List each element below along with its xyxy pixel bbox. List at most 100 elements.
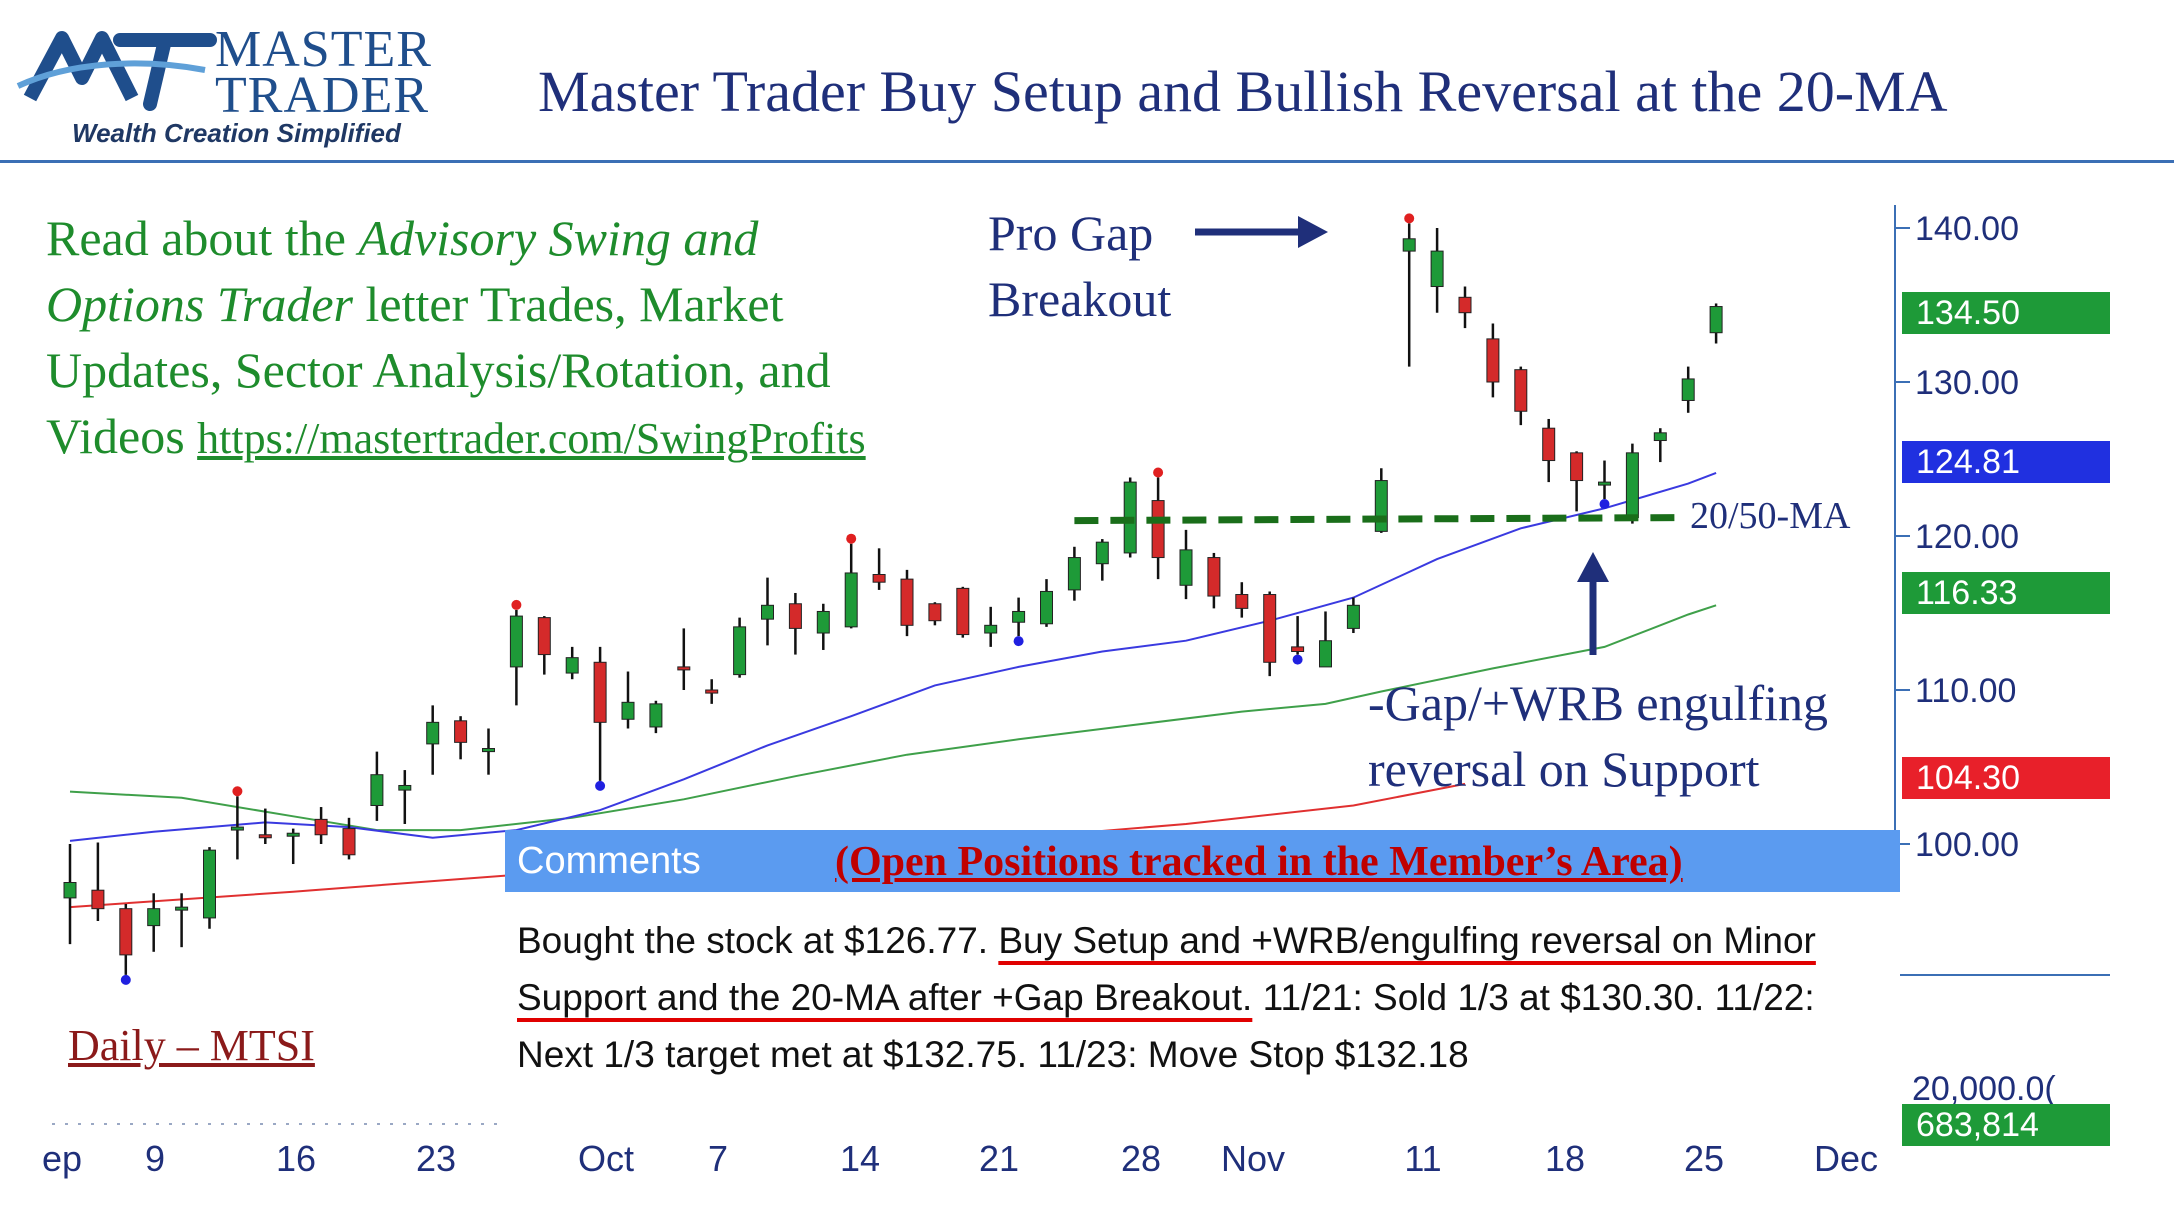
candle-body-up bbox=[63, 882, 77, 899]
swing-high-dot bbox=[1153, 467, 1164, 478]
comments-body: Bought the stock at $126.77. Buy Setup a… bbox=[517, 912, 1892, 1083]
candle bbox=[370, 751, 384, 821]
candle-body-up bbox=[984, 624, 998, 634]
candle bbox=[1179, 529, 1193, 600]
candle-body-up bbox=[1346, 604, 1360, 629]
candle bbox=[565, 646, 579, 680]
x-tick-label: Nov bbox=[1220, 1138, 1286, 1179]
candle bbox=[63, 844, 77, 945]
candle-body-down bbox=[258, 834, 272, 839]
candle-body-down bbox=[956, 587, 970, 636]
logo-mark bbox=[16, 31, 217, 111]
candle bbox=[1486, 323, 1500, 398]
swing-low-dot bbox=[595, 780, 606, 791]
candle bbox=[1709, 303, 1723, 344]
candle bbox=[175, 893, 189, 948]
comments-text-underlined: Buy Setup and +WRB/engulfing reversal on… bbox=[517, 920, 1816, 1018]
gap-line1: Pro Gap bbox=[988, 205, 1154, 261]
candle bbox=[928, 602, 942, 626]
candle bbox=[509, 609, 523, 706]
x-tick-label: 25 bbox=[1683, 1138, 1725, 1179]
y-tick-label: 120.00 bbox=[1915, 518, 2019, 556]
swing-high-dot bbox=[846, 533, 857, 544]
candle-body-down bbox=[1291, 646, 1305, 653]
reversal-arrow-head bbox=[1577, 552, 1609, 582]
candle-body-up bbox=[1067, 557, 1081, 591]
candle bbox=[816, 603, 830, 650]
candle bbox=[593, 646, 607, 781]
ma20-line bbox=[69, 471, 1717, 842]
candle bbox=[900, 569, 914, 637]
comments-header: Comments (Open Positions tracked in the … bbox=[505, 830, 1900, 892]
candle bbox=[342, 817, 356, 860]
candle-body-up bbox=[147, 908, 161, 927]
candle-body-down bbox=[705, 689, 719, 694]
candle-body-up bbox=[286, 832, 300, 837]
x-tick-label: 14 bbox=[839, 1138, 881, 1179]
reversal-line2: reversal on Support bbox=[1368, 741, 1760, 797]
x-tick-label: 28 bbox=[1120, 1138, 1162, 1179]
gap-breakout-annotation: Pro Gap Breakout bbox=[988, 200, 1171, 332]
x-tick-label: 16 bbox=[275, 1138, 317, 1179]
candle-body-up bbox=[1179, 549, 1193, 586]
swing-high-dot bbox=[1404, 213, 1415, 224]
candle-body-up bbox=[621, 701, 635, 720]
candle bbox=[677, 628, 691, 690]
candle bbox=[1235, 582, 1249, 618]
page-title: Master Trader Buy Setup and Bullish Reve… bbox=[538, 59, 1948, 124]
candle bbox=[1653, 428, 1667, 463]
price-tag: 124.81 bbox=[1902, 440, 2110, 483]
candle bbox=[1374, 468, 1388, 533]
candle-body-up bbox=[509, 615, 523, 668]
candle bbox=[426, 705, 440, 775]
candle bbox=[1207, 552, 1221, 609]
candle bbox=[537, 616, 551, 675]
candle-body-down bbox=[314, 818, 328, 836]
header-divider bbox=[0, 160, 2174, 163]
price-tag: 116.33 bbox=[1902, 571, 2110, 614]
candle-body-down bbox=[342, 828, 356, 856]
candle bbox=[1151, 477, 1165, 580]
candle-body-up bbox=[482, 748, 495, 753]
candle-body-up bbox=[733, 626, 747, 676]
swing-low-dot bbox=[120, 974, 131, 985]
reversal-annotation: -Gap/+WRB engulfing reversal on Support bbox=[1368, 670, 1828, 802]
comments-panel: Comments (Open Positions tracked in the … bbox=[505, 830, 1900, 1130]
volume-axis-label: 20,000.0( bbox=[1912, 1070, 2056, 1108]
candle-body-up bbox=[175, 906, 189, 911]
candle bbox=[1095, 539, 1109, 581]
candle-body-down bbox=[900, 578, 914, 626]
candle bbox=[147, 893, 161, 952]
candle bbox=[1346, 597, 1360, 634]
x-tick-label: 7 bbox=[707, 1138, 729, 1179]
swing-high-dot bbox=[511, 599, 522, 610]
promo-part1: Read about the bbox=[46, 210, 359, 266]
reversal-line1: -Gap/+WRB engulfing bbox=[1368, 675, 1829, 731]
candle-body-up bbox=[1653, 432, 1667, 442]
promo-text: Read about the Advisory Swing and Option… bbox=[46, 205, 926, 472]
candle bbox=[1570, 451, 1584, 512]
candle-body-up bbox=[1598, 481, 1611, 486]
candle bbox=[1430, 228, 1444, 313]
candle bbox=[398, 770, 412, 824]
candle-body-up bbox=[761, 604, 774, 620]
candle bbox=[761, 577, 774, 646]
candle-body-down bbox=[677, 666, 691, 671]
logo-word-trader: TRADER bbox=[215, 67, 429, 124]
candle-body-up bbox=[426, 721, 440, 745]
candle bbox=[258, 808, 272, 844]
candle bbox=[1263, 591, 1277, 677]
candle-body-up bbox=[844, 572, 858, 628]
swing-low-dot bbox=[1292, 654, 1303, 665]
candle bbox=[1291, 616, 1305, 655]
candle bbox=[705, 679, 719, 704]
promo-link[interactable]: https://mastertrader.com/SwingProfits bbox=[197, 414, 866, 463]
candle bbox=[733, 617, 747, 678]
candle-body-up bbox=[1402, 238, 1416, 252]
volume-tag: 683,814 bbox=[1902, 1104, 2110, 1146]
candle bbox=[482, 728, 495, 775]
candle-body-up bbox=[1625, 452, 1639, 519]
candle bbox=[1514, 366, 1528, 426]
comments-label: Comments bbox=[517, 840, 701, 882]
